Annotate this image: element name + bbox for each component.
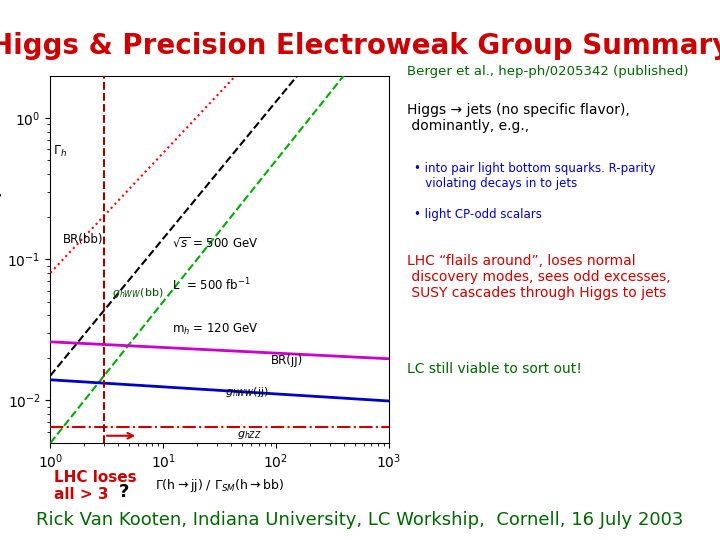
Text: • light CP-odd scalars: • light CP-odd scalars (414, 208, 542, 221)
Text: LHC loses
all > 3: LHC loses all > 3 (54, 470, 137, 502)
Text: $g_{hWW}$(bb): $g_{hWW}$(bb) (112, 286, 163, 300)
Text: m$_h$ = 120 GeV: m$_h$ = 120 GeV (172, 322, 259, 337)
Y-axis label: Relative Uncertainty: Relative Uncertainty (0, 188, 2, 330)
Text: Higgs → jets (no specific flavor),
 dominantly, e.g.,: Higgs → jets (no specific flavor), domin… (407, 103, 629, 133)
Text: Higgs & Precision Electroweak Group Summary: Higgs & Precision Electroweak Group Summ… (0, 32, 720, 60)
Text: L  = 500 fb$^{-1}$: L = 500 fb$^{-1}$ (172, 277, 251, 294)
Text: LC still viable to sort out!: LC still viable to sort out! (407, 362, 582, 376)
Text: $g_{hWW}$(jj): $g_{hWW}$(jj) (225, 384, 269, 399)
Text: Berger et al., hep-ph/0205342 (published): Berger et al., hep-ph/0205342 (published… (407, 65, 688, 78)
Text: $\sqrt{s}$ = 500 GeV: $\sqrt{s}$ = 500 GeV (172, 237, 258, 251)
Text: BR(bb): BR(bb) (63, 233, 104, 246)
Text: $g_{hZZ}$: $g_{hZZ}$ (237, 429, 261, 441)
Text: ?: ? (119, 483, 129, 501)
Text: BR(jj): BR(jj) (271, 354, 303, 367)
X-axis label: $\Gamma$(h$\rightarrow$jj) / $\Gamma_{SM}$(h$\rightarrow$bb): $\Gamma$(h$\rightarrow$jj) / $\Gamma_{SM… (155, 477, 284, 494)
Text: Rick Van Kooten, Indiana University, LC Workship,  Cornell, 16 July 2003: Rick Van Kooten, Indiana University, LC … (36, 511, 684, 529)
Text: $\Gamma_h$: $\Gamma_h$ (53, 144, 67, 159)
Text: • into pair light bottom squarks. R-parity
   violating decays in to jets: • into pair light bottom squarks. R-pari… (414, 162, 655, 190)
Text: LHC “flails around”, loses normal
 discovery modes, sees odd excesses,
 SUSY cas: LHC “flails around”, loses normal discov… (407, 254, 670, 300)
